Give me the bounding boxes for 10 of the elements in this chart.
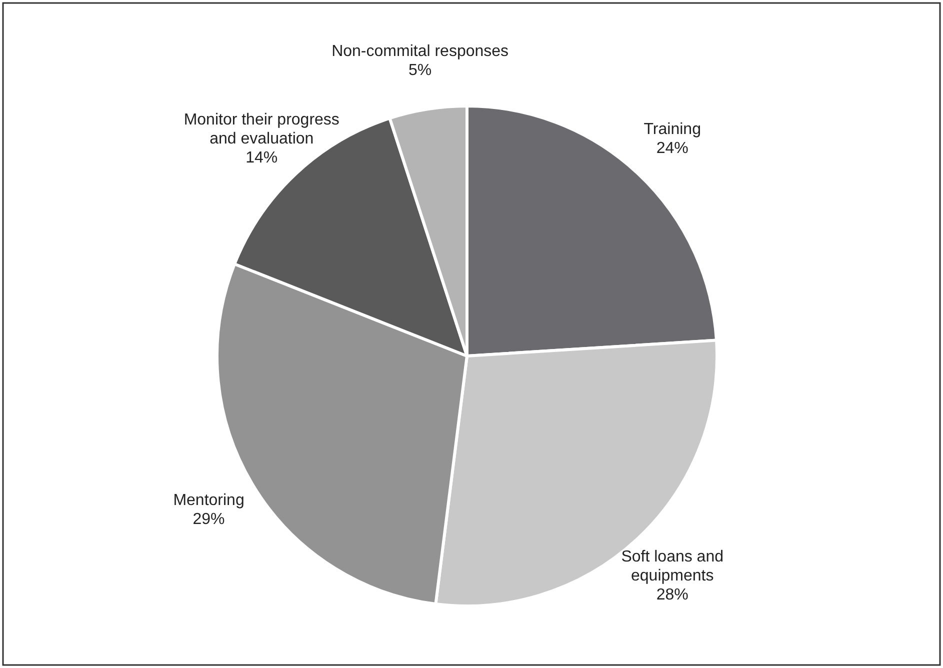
- data-label: 28%: [656, 586, 688, 604]
- slice-label: Non-commital responses: [332, 43, 509, 60]
- data-label: 5%: [408, 62, 432, 80]
- slice-label: Monitor their progress and evaluation: [184, 111, 340, 148]
- data-label: 24%: [656, 140, 688, 157]
- slice-label: Mentoring: [173, 492, 244, 510]
- data-label: 29%: [192, 511, 225, 528]
- slice-label: Soft loans and equipments: [621, 548, 724, 585]
- slice-label: Training: [644, 120, 701, 138]
- data-label: 14%: [246, 149, 278, 166]
